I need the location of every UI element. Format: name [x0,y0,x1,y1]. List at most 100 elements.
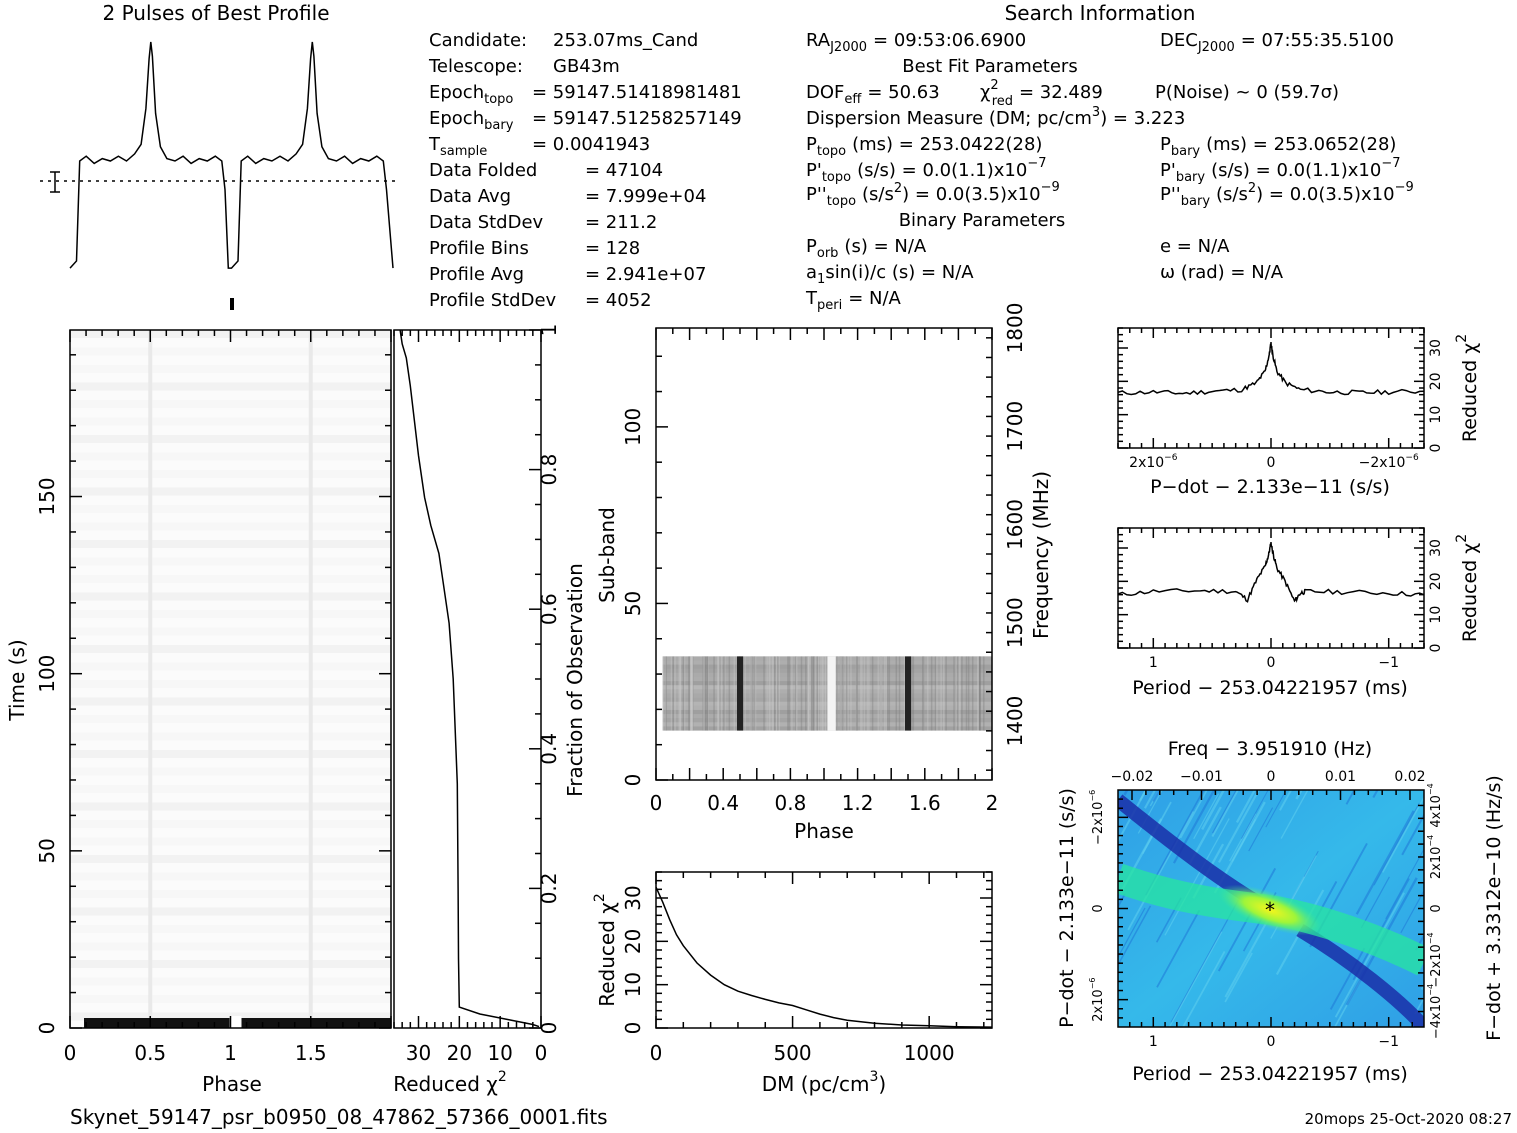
time-phase-ytick: 100 [35,655,59,693]
info-row: Epochbary [429,108,514,133]
info-row: Profile Avg [429,264,524,285]
frequency-tick: 1600 [1003,499,1027,550]
chi-time-xtick: 20 [447,1041,472,1065]
info-value: = 2.941e+07 [585,264,706,285]
chi-period-xtick: −1 [1378,655,1399,671]
subband-xtick: 2 [986,791,999,815]
chi-dm-axes: 0 500 1000 0 10 20 30 [621,871,992,1065]
subband-ytick: 0 [621,774,645,787]
ppd-ytick: −2x10−6 [1088,790,1106,845]
frequency-tick: 1700 [1003,401,1027,452]
ra-label: RAJ2000 = 09:53:06.6900 [806,30,1026,55]
chi-time-ytick: 0.6 [537,593,561,625]
ppd-right-tick: −2x10−4 [1426,932,1444,987]
subband-xtick: 0 [650,791,663,815]
timestamp: 20mops 25-Oct-2020 08:27 [1305,1110,1512,1128]
subband-xtick: 1.2 [842,791,874,815]
chi-dm-xtick: 1000 [904,1041,955,1065]
best-fit-title: Best Fit Parameters [902,56,1077,77]
info-row: Telescope: [428,56,523,77]
chi-dm-xtick: 500 [773,1041,811,1065]
chi-period-xtick: 1 [1149,655,1158,671]
info-row: Epochtopo [429,82,513,107]
ppd-top-tick: 0 [1267,769,1276,785]
chi-time-axes: 30 20 10 0 0 0.2 0.4 0.6 0.8 1 [393,324,561,1065]
chi-pdot-ytick: 0 [1428,444,1444,453]
info-value: = 47104 [585,160,663,181]
subband-axes: 0 0.4 0.8 1.2 1.6 2 0 50 100 1400 1500 1600 1700 1800 [621,303,1027,815]
profile-panel [40,41,395,310]
subband-pulse [905,656,911,731]
info-value: GB43m [553,56,620,77]
ppd-top-tick: 0.02 [1394,769,1425,785]
chi-period-ytick: 10 [1428,606,1444,624]
subband-xtick: 1.6 [909,791,941,815]
barycentric-info: DECJ2000 = 07:55:35.5100 P(Noise) ~ 0 (59… [1155,30,1414,283]
pdot-bary-label: P'bary (s/s) = 0.0(1.1)x10−7 [1160,156,1401,185]
frequency-tick: 1800 [1003,303,1027,354]
time-phase-ytick: 50 [35,838,59,863]
dec-label: DECJ2000 = 07:55:35.5100 [1160,30,1394,55]
time-phase-panel: 0 0.5 1 1.5 0 50 100 150 Phase Time (s) [5,329,392,1096]
chi-period-ylabel: Reduced χ2 [1454,534,1481,642]
chi-period-ytick: 0 [1428,644,1444,653]
p-bary-label: Pbary (ms) = 253.0652(28) [1160,134,1396,159]
chi-dm-ytick: 10 [621,972,645,997]
ppd-top-tick: −0.02 [1111,769,1154,785]
info-value: = 0.0041943 [532,134,650,155]
info-row: Candidate: [429,30,527,51]
period-pdot-panel: * 1 0 −1 −0.02 −0.01 0 0.01 0.02 −2x10−6 0 2x10−6 4… [1056,738,1505,1085]
chi-time-xtick: 30 [406,1041,431,1065]
chi-time-xtick: 0 [535,1041,548,1065]
chi-time-panel: 30 20 10 0 0 0.2 0.4 0.6 0.8 1 Reduced χ2 Fractio… [393,324,587,1096]
subband-xlabel: Phase [794,819,854,843]
info-row: Tsample [428,134,487,159]
porb-label: Porb (s) = N/A [806,236,927,261]
chi-pdot-xtick: −2x10−6 [1359,453,1419,471]
frequency-tick: 1500 [1003,597,1027,648]
time-phase-xtick: 1 [224,1041,237,1065]
ppd-right-tick: 4x10−4 [1426,783,1444,827]
time-phase-image [70,330,391,1028]
subband-image [662,656,992,731]
chi-time-ytick: 0.8 [537,454,561,486]
chi-time-ytick: 1 [537,324,561,337]
time-phase-ytick: 0 [35,1022,59,1035]
chi-time-xlabel: Reduced χ2 [393,1069,507,1096]
p-topo-label: Ptopo (ms) = 253.0422(28) [806,134,1042,159]
subband-ylabel: Sub-band [595,507,619,603]
time-phase-ylabel: Time (s) [5,639,29,721]
subband-xtick: 0.8 [774,791,806,815]
info-row: Profile Bins [429,238,529,259]
chi-time-ytick: 0.4 [537,733,561,765]
chi-period-ytick: 30 [1428,539,1444,557]
dof-label: DOFeff = 50.63 [806,82,940,107]
ppd-xtick: −1 [1378,1034,1399,1050]
chi-time-ytick: 0.2 [537,872,561,904]
chi-red-label: χ2 red = 32.489 [980,78,1103,109]
chi-time-ylabel: Fraction of Observation [563,563,587,797]
ppd-ytick: 0 [1091,904,1106,912]
info-row: Data StdDev [429,212,544,233]
ecc-label: e = N/A [1160,236,1230,257]
subband-ytick: 100 [621,408,645,446]
period-pdot-axes: 1 0 −1 −0.02 −0.01 0 0.01 0.02 −2x10−6 0 2x10−6 4x1… [1088,769,1444,1050]
chi-dm-ytick: 30 [621,885,645,910]
info-value: = 211.2 [585,212,657,233]
ppd-trough-lower [1296,923,1424,1027]
chi-dm-ytick: 0 [621,1022,645,1035]
chi-time-ytick: 0 [537,1022,561,1035]
subband-pulse [737,656,743,731]
time-phase-xtick: 0.5 [134,1041,166,1065]
chi-dm-xlabel: DM (pc/cm3) [762,1069,886,1096]
chi-pdot-xlabel: P−dot − 2.133e−11 (s/s) [1150,476,1390,498]
ppd-right-tick: 2x10−4 [1426,835,1444,879]
chi-period-xlabel: Period − 253.04221957 (ms) [1132,677,1408,699]
pdot-topo-label: P'topo (s/s) = 0.0(1.1)x10−7 [806,156,1047,185]
frequency-tick: 1400 [1003,696,1027,747]
ppd-top-tick: −0.01 [1180,769,1223,785]
candidate-info: Candidate: 253.07ms_Cand Telescope: GB43m Ep… [428,30,742,311]
info-value: 253.07ms_Cand [553,30,698,51]
time-phase-xtick: 0 [64,1041,77,1065]
